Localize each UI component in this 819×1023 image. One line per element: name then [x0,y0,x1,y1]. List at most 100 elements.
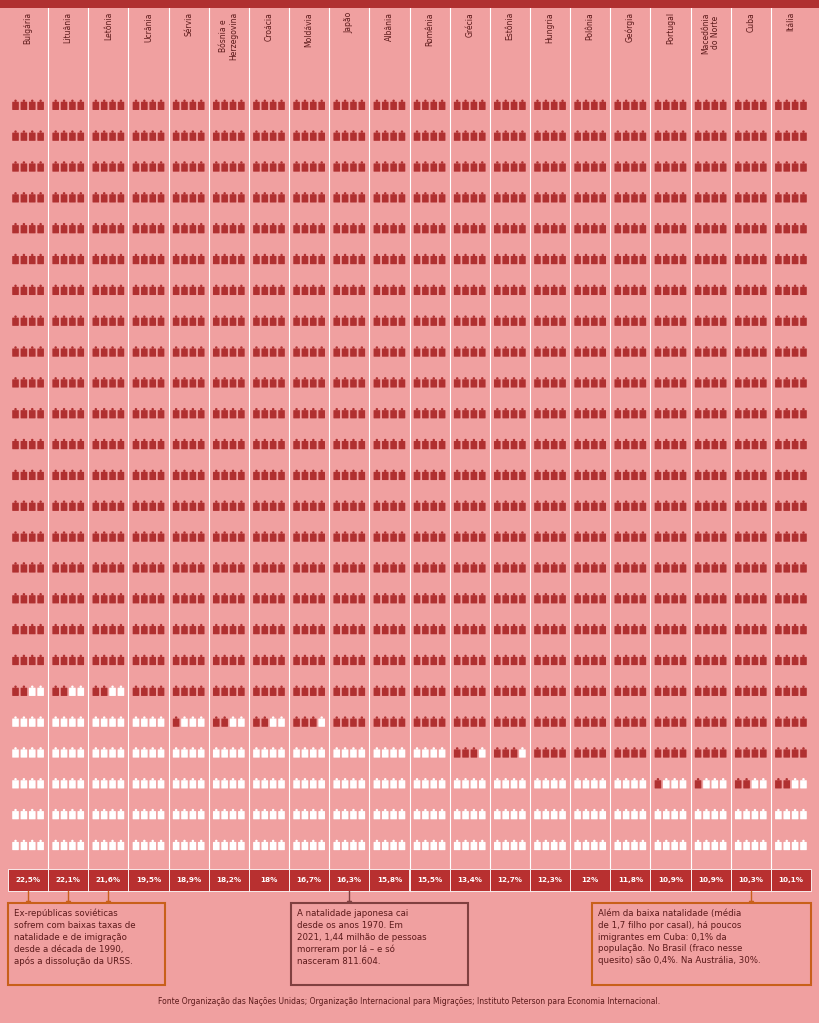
Circle shape [633,840,636,842]
FancyBboxPatch shape [118,349,124,357]
Circle shape [464,470,467,472]
Circle shape [713,716,716,719]
Circle shape [432,809,435,811]
Circle shape [320,162,323,164]
FancyBboxPatch shape [640,380,646,388]
Circle shape [360,809,363,811]
FancyBboxPatch shape [373,687,380,696]
FancyBboxPatch shape [269,380,277,388]
Circle shape [344,500,346,503]
Circle shape [722,624,725,626]
Circle shape [344,377,346,380]
FancyBboxPatch shape [519,687,526,696]
FancyBboxPatch shape [61,286,67,295]
FancyBboxPatch shape [752,565,758,573]
FancyBboxPatch shape [622,657,630,665]
FancyBboxPatch shape [319,534,325,542]
FancyBboxPatch shape [293,133,300,141]
FancyBboxPatch shape [198,164,205,172]
Circle shape [103,346,106,349]
Circle shape [54,223,57,225]
Circle shape [392,840,395,842]
FancyBboxPatch shape [238,718,245,726]
Circle shape [103,315,106,318]
Circle shape [705,563,708,565]
FancyBboxPatch shape [293,101,300,110]
Circle shape [505,439,507,441]
Circle shape [183,779,186,781]
FancyBboxPatch shape [439,225,446,233]
Circle shape [705,284,708,287]
Circle shape [23,162,25,164]
Circle shape [71,130,74,133]
FancyBboxPatch shape [800,472,807,480]
Circle shape [593,315,595,318]
FancyBboxPatch shape [414,718,420,726]
FancyBboxPatch shape [614,101,621,110]
FancyBboxPatch shape [391,750,397,758]
FancyBboxPatch shape [253,286,260,295]
FancyBboxPatch shape [158,286,165,295]
Circle shape [441,685,443,688]
FancyBboxPatch shape [158,781,165,789]
FancyBboxPatch shape [574,441,581,449]
Circle shape [697,223,699,225]
Circle shape [376,779,378,781]
FancyBboxPatch shape [712,565,718,573]
FancyBboxPatch shape [654,256,661,264]
Circle shape [665,716,667,719]
FancyBboxPatch shape [261,133,268,141]
FancyBboxPatch shape [382,101,388,110]
FancyBboxPatch shape [342,410,348,418]
Circle shape [625,779,627,781]
FancyBboxPatch shape [29,842,35,850]
Circle shape [200,747,202,750]
FancyBboxPatch shape [351,534,357,542]
FancyBboxPatch shape [269,472,277,480]
FancyBboxPatch shape [614,164,621,172]
FancyBboxPatch shape [78,687,84,696]
FancyBboxPatch shape [382,286,388,295]
FancyBboxPatch shape [221,410,228,418]
Circle shape [496,716,499,719]
Circle shape [240,130,242,133]
Circle shape [665,377,667,380]
FancyBboxPatch shape [735,101,741,110]
Circle shape [103,655,106,657]
FancyBboxPatch shape [333,286,340,295]
FancyBboxPatch shape [792,225,799,233]
FancyBboxPatch shape [760,133,767,141]
FancyBboxPatch shape [672,626,678,634]
FancyBboxPatch shape [775,502,781,510]
Circle shape [111,500,114,503]
FancyBboxPatch shape [229,380,237,388]
Circle shape [505,315,507,318]
FancyBboxPatch shape [720,718,726,726]
Bar [410,869,450,891]
Circle shape [63,192,66,194]
Circle shape [111,315,114,318]
FancyBboxPatch shape [494,101,500,110]
FancyBboxPatch shape [293,441,300,449]
FancyBboxPatch shape [101,534,107,542]
Circle shape [585,439,587,441]
FancyBboxPatch shape [301,349,308,357]
Circle shape [505,223,507,225]
Circle shape [762,624,765,626]
FancyBboxPatch shape [391,626,397,634]
Circle shape [256,130,258,133]
Text: Lituânia: Lituânia [64,12,73,43]
Circle shape [737,840,740,842]
Circle shape [192,716,194,719]
FancyBboxPatch shape [141,657,147,665]
Circle shape [312,99,314,102]
FancyBboxPatch shape [52,133,59,141]
FancyBboxPatch shape [462,410,468,418]
Circle shape [601,531,604,534]
Circle shape [320,840,323,842]
FancyBboxPatch shape [760,687,767,696]
FancyBboxPatch shape [173,441,179,449]
Circle shape [63,624,66,626]
Circle shape [71,655,74,657]
Circle shape [641,685,644,688]
